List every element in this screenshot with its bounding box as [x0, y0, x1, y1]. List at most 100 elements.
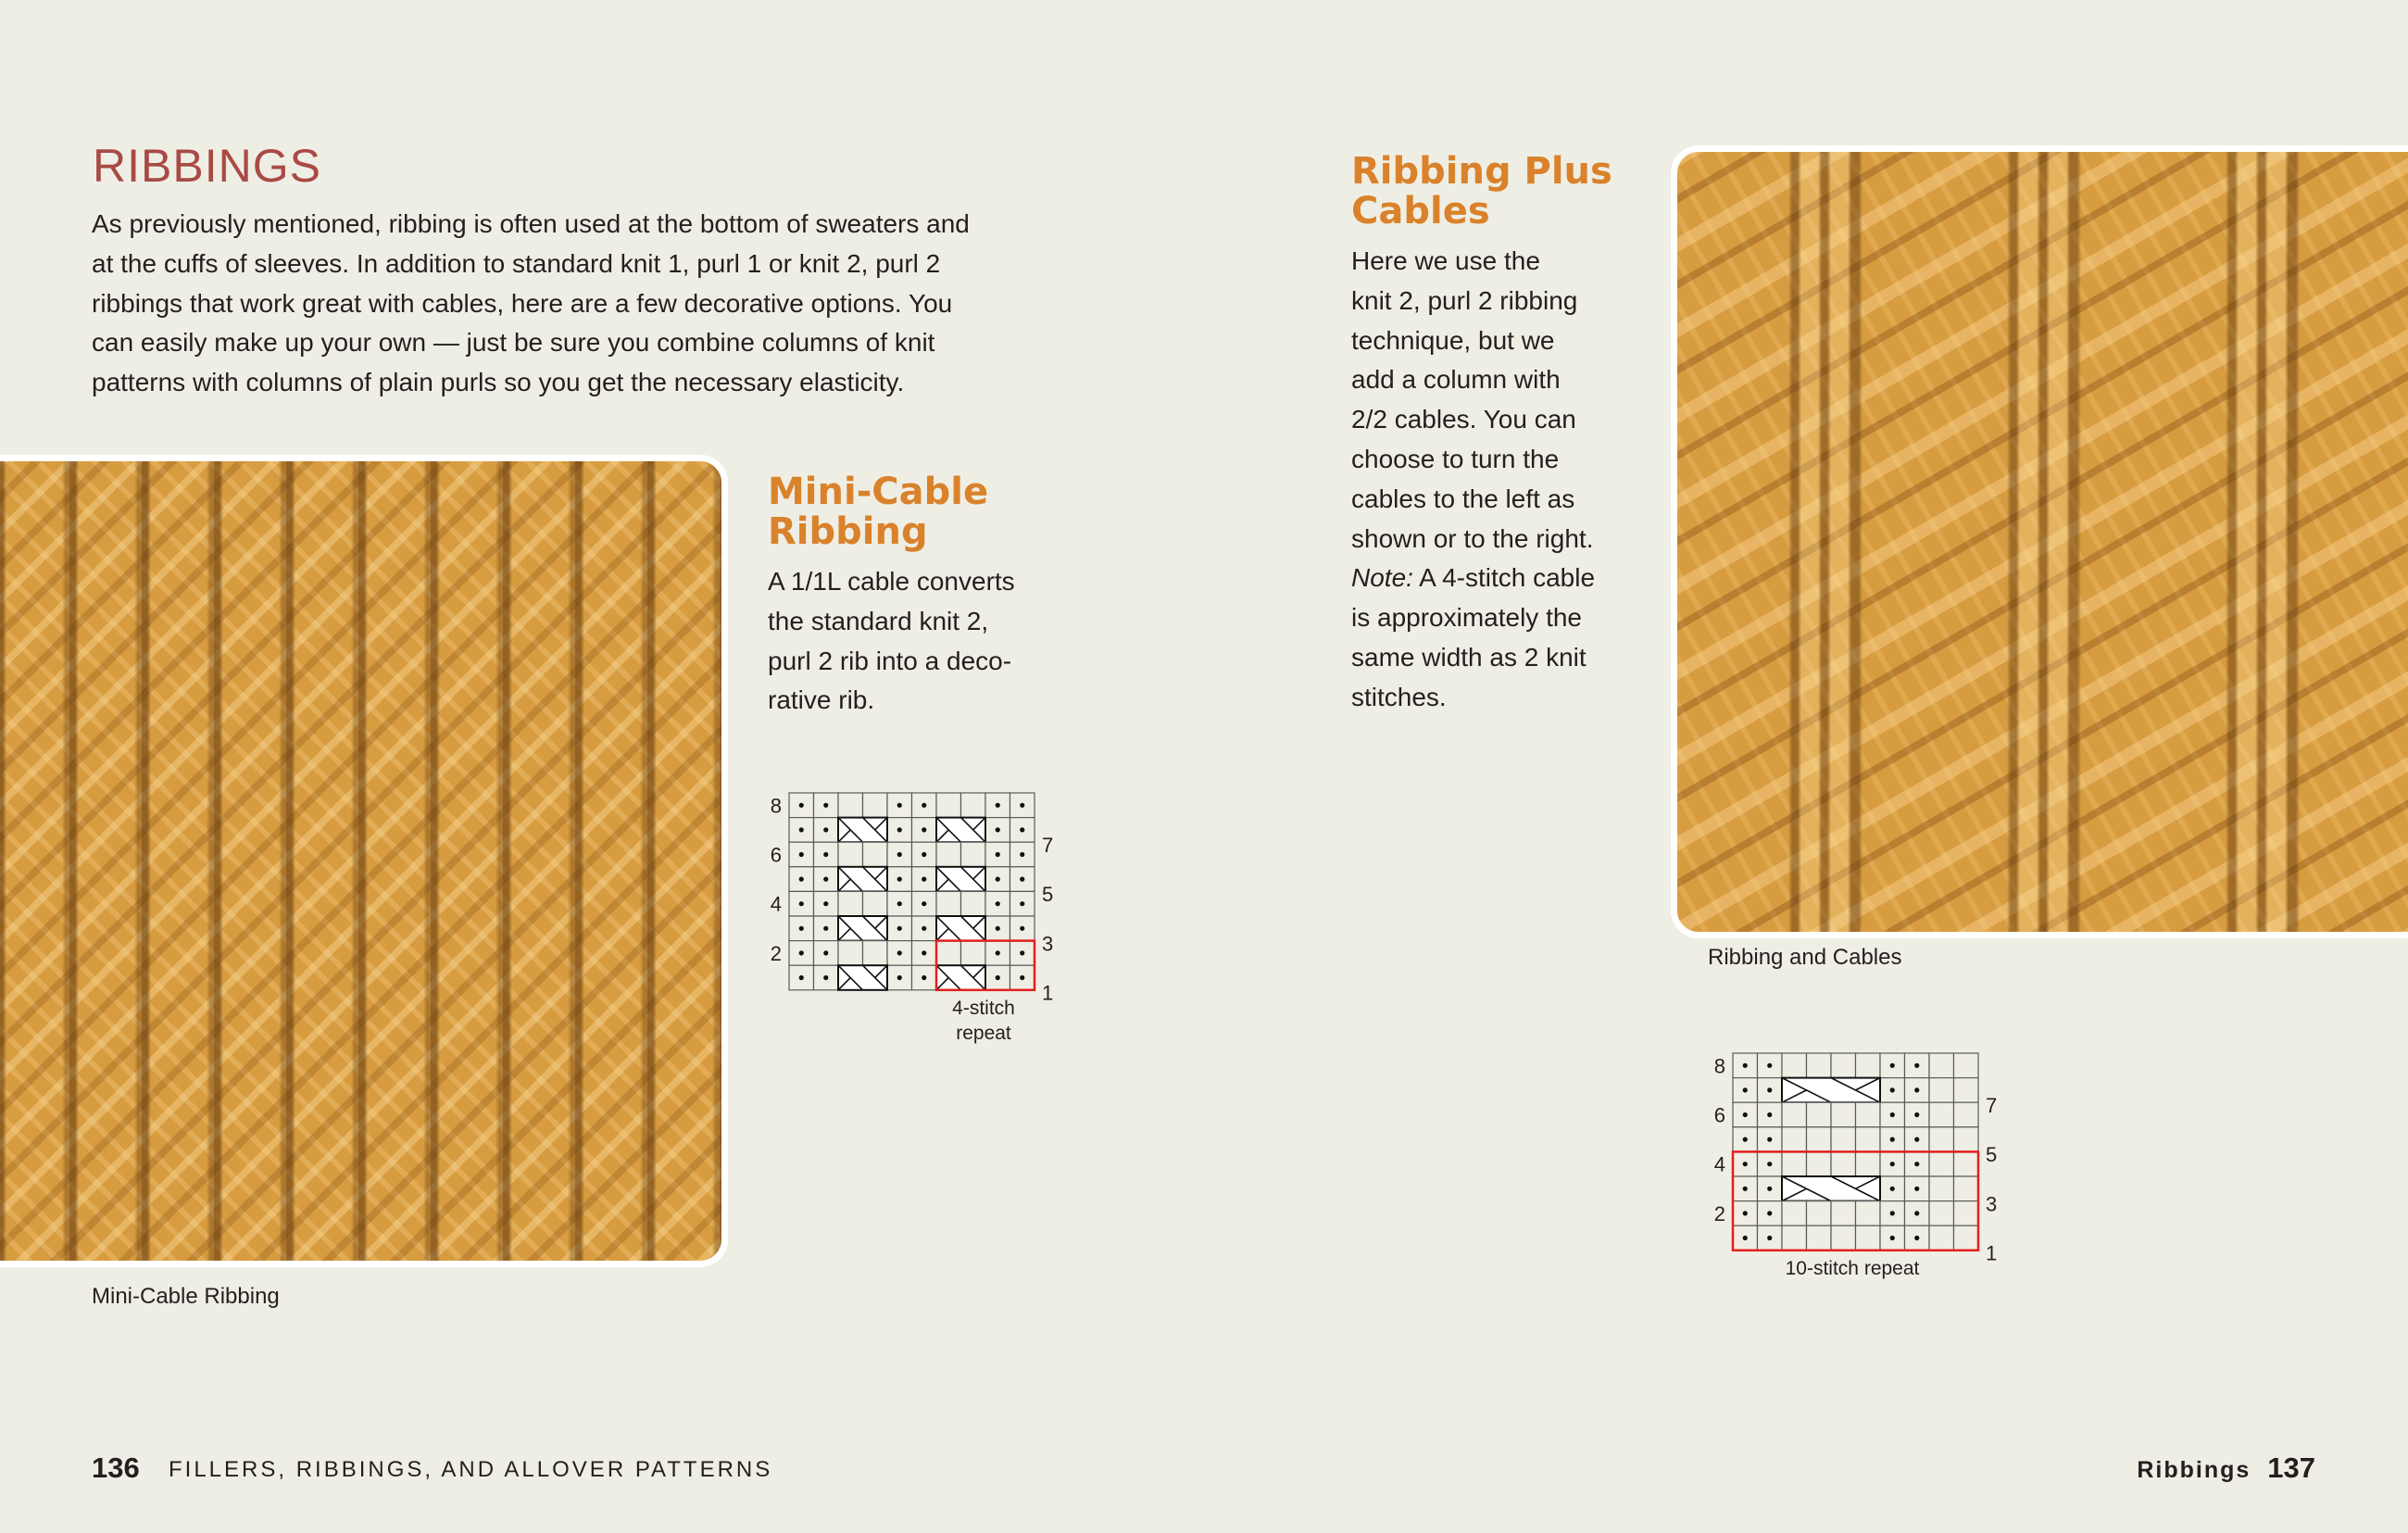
mini-cable-heading: Mini-Cable Ribbing [768, 472, 988, 552]
heading-line: Cables [1351, 190, 1490, 232]
purl-dot [1767, 1137, 1773, 1142]
chart-cell [959, 940, 986, 966]
row-number: 6 [1714, 1104, 1725, 1127]
row-number: 1 [1986, 1242, 1997, 1265]
ribbing-and-cables-photo [1671, 145, 2408, 938]
note-line: Note: A 4-stitch cable [1351, 559, 1595, 598]
chart-cell [1952, 1052, 1979, 1079]
intro-line: patterns with columns of plain purls so … [92, 368, 905, 397]
cable-box [935, 964, 986, 991]
chart-cell [1805, 1225, 1832, 1251]
cable-line [1830, 1076, 1881, 1103]
purl-dot [798, 950, 804, 956]
purl-dot [1767, 1112, 1773, 1118]
text-line: stitches. [1351, 682, 1447, 711]
cable-symbol [935, 865, 986, 893]
row-number: 8 [1714, 1054, 1725, 1077]
text-line: is approximately the [1351, 603, 1583, 633]
purl-dot [823, 901, 829, 907]
purl-dot [995, 802, 1000, 808]
chart-cell [837, 890, 864, 917]
cable-box [1781, 1076, 1881, 1104]
row-number: 5 [1042, 883, 1053, 906]
intro-line: As previously mentioned, ribbing is ofte… [92, 209, 970, 238]
cable-box [935, 915, 986, 942]
purl-dot [823, 950, 829, 956]
row-number: 2 [1714, 1202, 1725, 1225]
purl-dot [897, 802, 902, 808]
cable-line [837, 976, 851, 991]
purl-dot [995, 974, 1000, 981]
chart-cell [1928, 1126, 1955, 1153]
chart-cell [1830, 1150, 1857, 1177]
chart-cell [1952, 1200, 1979, 1226]
row-number: 3 [1042, 932, 1053, 955]
chart-cell [935, 940, 962, 966]
chart-cell [1805, 1150, 1832, 1177]
purl-dot [798, 827, 804, 833]
purl-dot [995, 827, 1000, 833]
cable-line [935, 927, 949, 942]
cable-line [874, 915, 888, 929]
text-line: the standard knit 2, [768, 606, 989, 635]
intro-line: ribbings that work great with cables, he… [92, 288, 953, 318]
chart-cell [1854, 1101, 1881, 1128]
purl-dot [1020, 950, 1025, 956]
chart-cell [1830, 1101, 1857, 1128]
purl-dot [823, 851, 829, 858]
purl-dot [798, 851, 804, 858]
purl-dot [1914, 1087, 1920, 1093]
purl-dot [922, 950, 927, 956]
purl-dot [1889, 1062, 1895, 1068]
ribbing-cables-repeat-label: 10-stitch repeat [1785, 1258, 1920, 1279]
chart-cell [1952, 1101, 1979, 1128]
mini-cable-caption: Mini-Cable Ribbing [92, 1284, 280, 1309]
cable-line [1781, 1089, 1807, 1103]
purl-dot [823, 974, 829, 981]
cable-line [837, 878, 851, 892]
page-number-right: 137 [2267, 1451, 2315, 1484]
chart-cell [1928, 1101, 1955, 1128]
cable-line [874, 964, 888, 979]
row-number: 6 [771, 844, 782, 867]
intro-line: can easily make up your own — just be su… [92, 328, 935, 358]
purl-dot [1889, 1235, 1895, 1241]
cable-line [935, 829, 949, 843]
cable-line [972, 866, 986, 880]
text-line: rative rib. [768, 685, 875, 715]
chart-cell [1928, 1225, 1955, 1251]
purl-dot [1767, 1087, 1773, 1093]
purl-dot [1742, 1235, 1748, 1241]
text-line: A 4-stitch cable [1412, 563, 1596, 593]
purl-dot [798, 901, 804, 907]
row-number: 8 [771, 794, 782, 817]
repeat-label-line: repeat [956, 1023, 1011, 1044]
purl-dot [1914, 1137, 1920, 1142]
chart-cell [1009, 915, 1035, 942]
cable-box [935, 816, 986, 844]
purl-dot [798, 925, 804, 931]
mini-cable-ribbing-photo [0, 455, 728, 1267]
cable-symbol [935, 915, 986, 942]
purl-dot [922, 974, 927, 981]
page-number-left: 136 [92, 1451, 140, 1484]
purl-dot [897, 827, 902, 833]
purl-dot [1742, 1112, 1748, 1118]
purl-dot [1020, 974, 1025, 981]
purl-dot [1889, 1112, 1895, 1118]
heading-line: Ribbing [768, 510, 928, 553]
chart-cell [1952, 1076, 1979, 1103]
running-head-left: FILLERS, RIBBINGS, AND ALLOVER PATTERNS [169, 1457, 773, 1482]
chart-cell [837, 841, 864, 868]
ribbing-plus-cables-heading: Ribbing Plus Cables [1351, 152, 1612, 232]
row-number: 2 [771, 942, 782, 965]
chart-cell [1781, 1225, 1808, 1251]
purl-dot [1020, 876, 1025, 882]
purl-dot [922, 925, 927, 931]
chart-cell [1830, 1200, 1857, 1226]
purl-dot [1914, 1211, 1920, 1216]
purl-dot [1889, 1087, 1895, 1093]
chart-cell [1781, 1101, 1808, 1128]
cable-line [1781, 1187, 1807, 1202]
purl-dot [995, 851, 1000, 858]
